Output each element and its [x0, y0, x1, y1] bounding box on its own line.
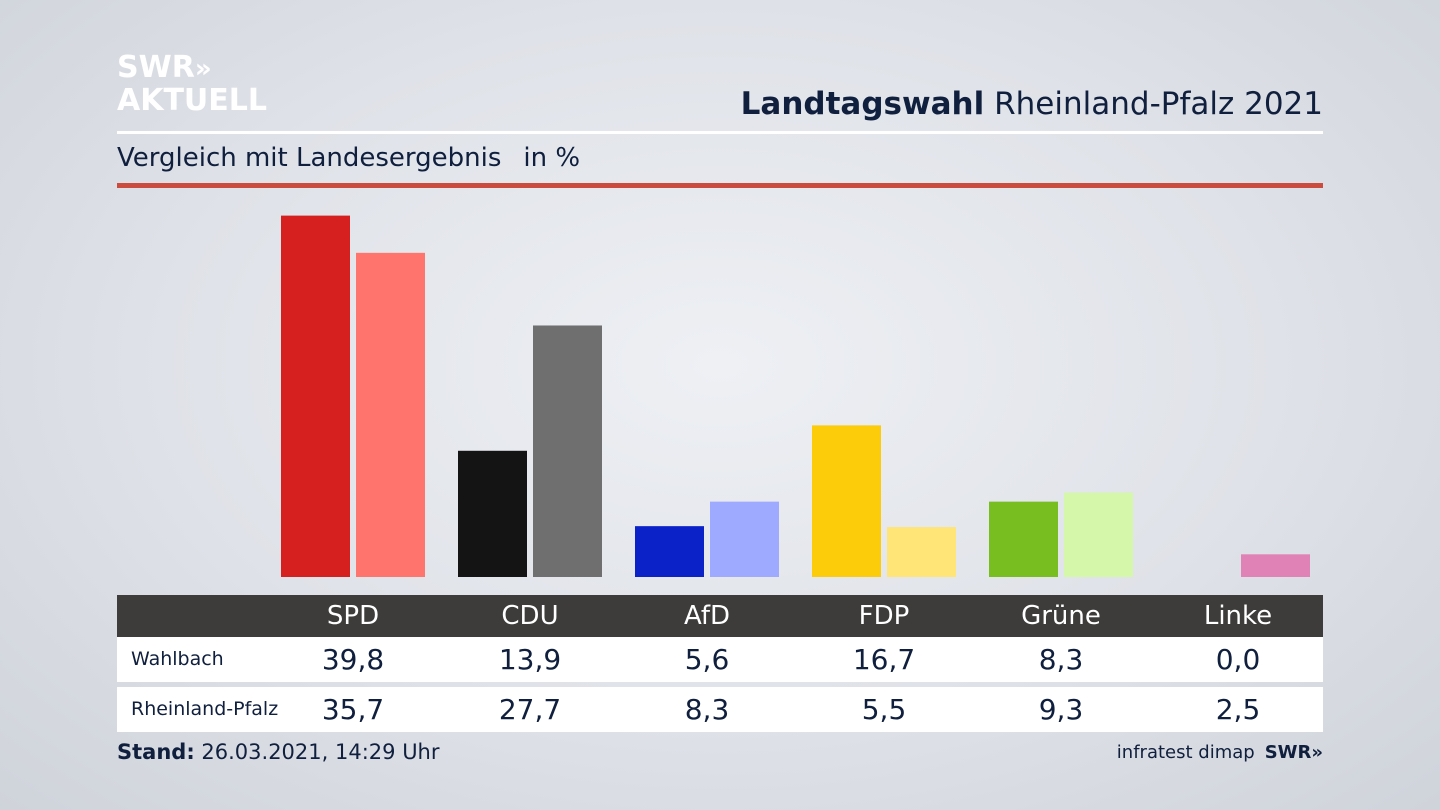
accent-divider [117, 183, 1323, 188]
stand-value: 26.03.2021, 14:29 Uhr [201, 740, 440, 764]
table-header: SPD CDU AfD FDP Grüne Linke [117, 595, 1323, 637]
table-cell: 8,3 [1038, 643, 1084, 676]
table-cell: 35,7 [321, 693, 385, 726]
chart-subtitle: Vergleich mit Landesergebnis in % [117, 143, 580, 173]
table-cell: 39,8 [321, 643, 385, 676]
bar-spd-rheinland-pfalz [356, 252, 425, 577]
column-header-cdu: CDU [501, 601, 559, 631]
table-cell: 8,3 [684, 693, 730, 726]
swr-brand: SWR» [1264, 742, 1323, 763]
header-divider [117, 131, 1323, 134]
timestamp: Stand: 26.03.2021, 14:29 Uhr [117, 740, 440, 764]
bar-linke-rheinland-pfalz [1241, 554, 1310, 577]
table-cell: 0,0 [1215, 643, 1261, 676]
bar-afd-wahlbach [635, 526, 704, 577]
title-bold: Landtagswahl [740, 86, 985, 122]
column-header-fdp: FDP [858, 601, 910, 631]
column-header-grne: Grüne [1021, 601, 1101, 631]
swr-aktuell-logo: SWR» AKTUELL [117, 52, 267, 116]
logo-arrows: » [194, 54, 212, 84]
table-cell: 5,5 [861, 693, 907, 726]
column-header-linke: Linke [1203, 601, 1273, 631]
row-label: Rheinland-Pfalz [131, 698, 279, 720]
bar-grne-wahlbach [989, 501, 1058, 577]
bar-afd-rheinland-pfalz [710, 501, 779, 577]
table-cell: 2,5 [1215, 693, 1261, 726]
table-cell: 9,3 [1038, 693, 1084, 726]
table-cell: 5,6 [684, 643, 730, 676]
table-cell: 16,7 [852, 643, 916, 676]
column-header-afd: AfD [683, 601, 731, 631]
logo-swr: SWR [117, 50, 195, 85]
subtitle-text: Vergleich mit Landesergebnis [117, 143, 502, 173]
page-title: Landtagswahl Rheinland-Pfalz 2021 [741, 86, 1323, 122]
source-credit: infratest dimap SWR» [1117, 742, 1323, 763]
table-row-wahlbach: Wahlbach 39,8 13,9 5,6 16,7 8,3 0,0 [117, 637, 1323, 682]
bar-cdu-rheinland-pfalz [533, 325, 602, 577]
bar-grne-rheinland-pfalz [1064, 492, 1133, 577]
source-text: infratest dimap [1116, 742, 1255, 763]
column-header-spd: SPD [326, 601, 380, 631]
results-table: SPD CDU AfD FDP Grüne Linke Wahlbach 39,8 13,9… [117, 595, 1323, 732]
table-row-rheinland-pfalz: Rheinland-Pfalz 35,7 27,7 8,3 5,5 9,3 2,5 [117, 687, 1323, 732]
bar-chart [281, 215, 1310, 577]
stand-label: Stand: [117, 740, 195, 764]
bar-spd-wahlbach [281, 215, 350, 577]
bar-fdp-rheinland-pfalz [887, 527, 956, 577]
table-cell: 27,7 [498, 693, 562, 726]
title-rest: Rheinland-Pfalz 2021 [994, 86, 1323, 122]
table-cell: 13,9 [498, 643, 562, 676]
bar-fdp-wahlbach [812, 425, 881, 577]
logo-aktuell: AKTUELL [117, 83, 268, 118]
row-label: Wahlbach [131, 648, 224, 670]
unit-label: in % [523, 143, 581, 173]
bar-cdu-wahlbach [458, 450, 527, 577]
